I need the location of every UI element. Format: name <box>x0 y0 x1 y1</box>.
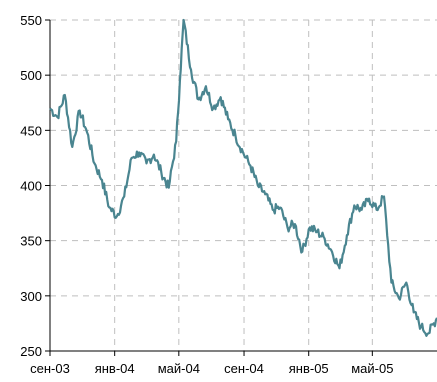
price-series-line <box>49 18 437 337</box>
x-axis-ticks: сен-03 янв-04 май-04 сен-04 янв-05 май-05 <box>30 351 393 376</box>
grid <box>50 19 437 351</box>
series <box>49 18 437 337</box>
x-tick-label: май-05 <box>351 361 393 376</box>
y-tick-label: 550 <box>20 13 42 28</box>
x-tick-label: май-04 <box>158 361 200 376</box>
y-axis-ticks: 250 300 350 400 450 500 550 <box>20 13 50 359</box>
x-tick-label: сен-03 <box>30 361 70 376</box>
x-tick-label: янв-05 <box>289 361 329 376</box>
y-tick-label: 400 <box>20 179 42 194</box>
y-tick-label: 450 <box>20 123 42 138</box>
x-tick-label: янв-04 <box>95 361 135 376</box>
y-tick-label: 300 <box>20 289 42 304</box>
y-tick-label: 350 <box>20 234 42 249</box>
y-tick-label: 250 <box>20 344 42 359</box>
x-tick-label: сен-04 <box>224 361 264 376</box>
y-tick-label: 500 <box>20 68 42 83</box>
